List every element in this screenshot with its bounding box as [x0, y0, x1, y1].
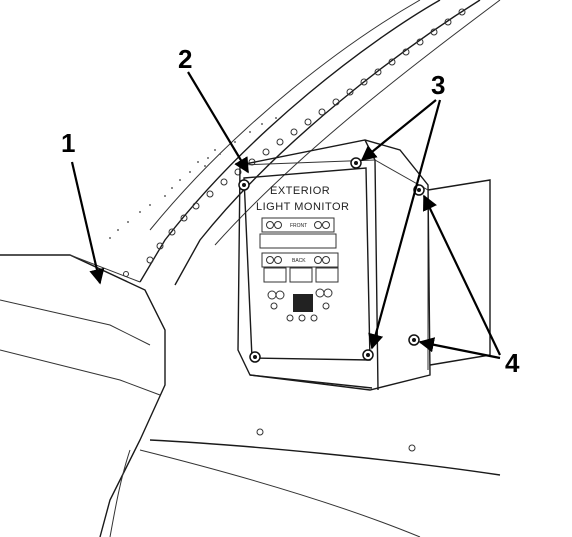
lamp-lower-left-2 [275, 290, 285, 300]
leader-4b [418, 337, 501, 360]
panel-title-line2: LIGHT MONITOR [256, 201, 350, 213]
callout-2: 2 [178, 44, 192, 74]
front-label: FRONT [290, 223, 307, 229]
bracket-screw-lower [408, 334, 420, 346]
front-left-lamp [266, 221, 274, 229]
screw-top-left [238, 179, 250, 191]
back-right-lamp [314, 256, 322, 264]
back-left-lamp [266, 256, 274, 264]
indicator-window-3 [315, 267, 339, 283]
front-right-lamp [314, 221, 322, 229]
leader-2 [187, 71, 249, 174]
lamp-lower-left-1 [267, 290, 277, 300]
face-plate: EXTERIOR LIGHT MONITOR FRONT BACK [243, 167, 371, 361]
screw-top-right [350, 157, 362, 169]
screw-bottom-left [249, 351, 261, 363]
left-structure [0, 254, 166, 537]
right-bracket [427, 179, 491, 370]
indicator-window-2 [289, 267, 313, 283]
lamp-lower-right-1 [315, 288, 325, 298]
callout-3: 3 [431, 70, 445, 100]
back-label: BACK [292, 258, 306, 264]
canopy-frame [109, 0, 501, 286]
front-left-lamp-2 [274, 221, 282, 229]
leader-3a [360, 99, 437, 161]
callout-4: 4 [505, 348, 520, 378]
rivet-holes [146, 8, 466, 264]
leader-3b [368, 99, 442, 350]
front-right-lamp-2 [322, 221, 330, 229]
lamp-lower-right-2 [323, 288, 333, 298]
panel-title-line1: EXTERIOR [270, 185, 330, 197]
lower-sill [139, 428, 501, 537]
center-switch [293, 294, 313, 312]
front-display-window [259, 233, 337, 249]
callout-1: 1 [61, 128, 75, 158]
leader-4a [423, 194, 501, 356]
back-right-lamp-2 [322, 256, 330, 264]
front-indicator-row [261, 217, 335, 233]
screw-bottom-right [362, 349, 374, 361]
back-indicator-row [261, 252, 339, 268]
monitor-box [237, 139, 431, 391]
indicator-window-1 [263, 267, 287, 283]
leader-1 [70, 161, 105, 285]
back-left-lamp-2 [274, 256, 282, 264]
leader-lines [70, 71, 501, 360]
stipple-shading [109, 117, 277, 239]
